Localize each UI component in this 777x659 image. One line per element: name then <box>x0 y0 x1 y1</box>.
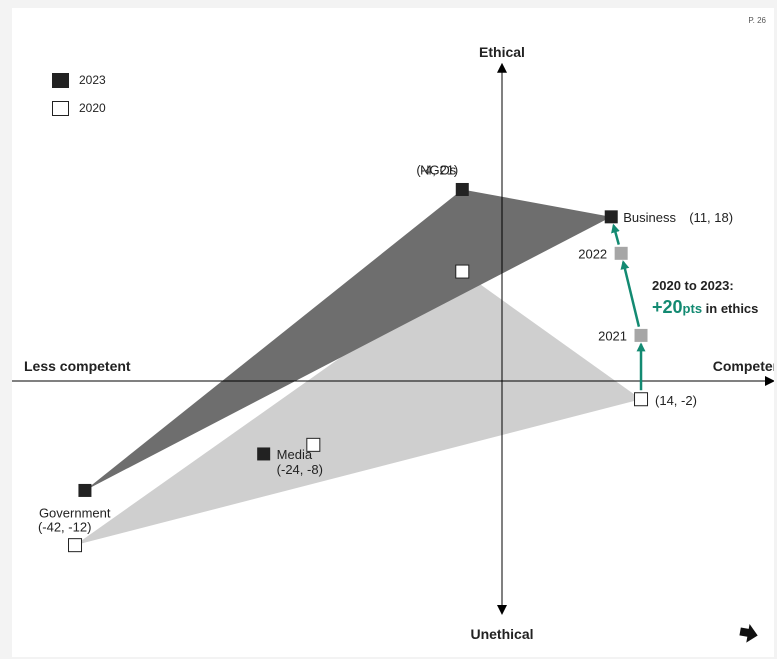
marker-2023-ngos <box>455 182 469 196</box>
label-2022: 2022 <box>578 246 607 261</box>
legend-item-2023: 2023 <box>52 66 106 94</box>
axis-label-unethical: Unethical <box>470 626 533 642</box>
label-ngos: NGOs <box>420 162 457 177</box>
axis-label-less-competent: Less competent <box>24 358 131 374</box>
label-media: Media <box>277 447 313 462</box>
business-path-arrow <box>620 260 641 327</box>
area-2023 <box>84 189 612 491</box>
legend-label-2023: 2023 <box>79 73 106 87</box>
area-2020 <box>75 271 642 546</box>
label-2021: 2021 <box>598 328 627 343</box>
marker-2020-government <box>68 538 83 553</box>
marker-2023-media <box>257 447 271 461</box>
marker-2022 <box>614 246 628 260</box>
axis-label-ethical: Ethical <box>479 44 525 60</box>
legend-swatch-2020 <box>52 100 69 116</box>
marker-2020-ngos <box>455 264 470 279</box>
marker-2020-media <box>306 437 321 452</box>
page-number: P. 26 <box>748 16 766 25</box>
down-right-arrow-icon[interactable] <box>738 621 760 643</box>
legend: 2023 2020 <box>52 66 106 122</box>
business-path-arrow <box>611 223 621 245</box>
label-government-coord: (-42, -12) <box>38 519 91 534</box>
axis-label-competent: Competent <box>713 358 774 374</box>
callout-heading: 2020 to 2023: <box>652 278 734 293</box>
marker-2021 <box>634 328 648 342</box>
slide: P. 26 2023 2020 Less competent Competent E… <box>12 8 774 657</box>
label-media-coord: (-24, -8) <box>277 462 323 477</box>
label-business: Business <box>623 210 676 225</box>
label-government: Government <box>39 505 111 520</box>
marker-2020-business <box>634 392 649 407</box>
label-business-2020-coord: (14, -2) <box>655 393 697 408</box>
label-business-coord: (11, 18) <box>689 210 733 225</box>
legend-swatch-2023 <box>52 72 69 88</box>
marker-2023-business <box>604 210 618 224</box>
marker-2023-government <box>78 483 92 497</box>
legend-item-2020: 2020 <box>52 94 106 122</box>
label-ngos-coord: (-4, 21) <box>416 162 458 177</box>
scatter-chart: Less competent Competent Ethical Unethical 2… <box>12 44 774 642</box>
legend-label-2020: 2020 <box>79 101 106 115</box>
callout-ethics-gain: +20pts in ethics <box>652 297 758 317</box>
